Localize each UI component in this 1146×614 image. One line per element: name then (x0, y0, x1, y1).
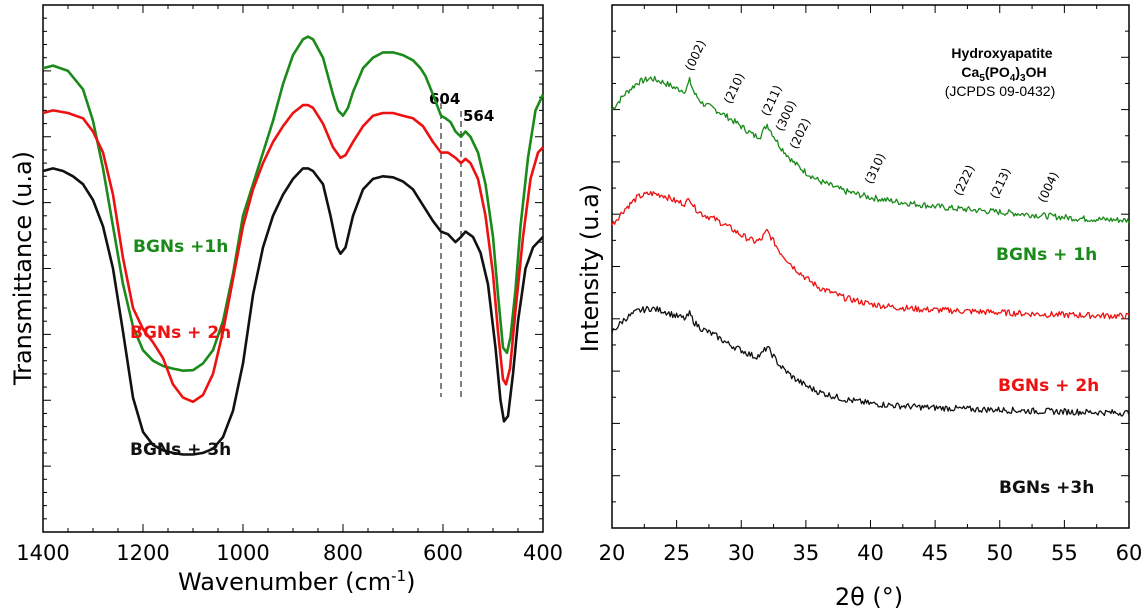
xrd-x-tick-label: 20 (599, 541, 626, 565)
ftir-ticks (42, 4, 544, 533)
ftir-series-line (42, 103, 544, 404)
xrd-label-3h: BGNs +3h (999, 478, 1094, 498)
ftir-y-axis-label: Transmittance (u.a) (9, 151, 37, 386)
xrd-x-tick-label: 45 (922, 541, 949, 565)
xrd-peak-label: (004) (1035, 170, 1061, 205)
xrd-series-line (611, 305, 1130, 417)
xrd-peak-label: (222) (951, 163, 977, 198)
reference-phase-name: Hydroxyapatite (951, 45, 1052, 61)
ftir-x-tick-label: 1400 (16, 541, 69, 565)
xrd-peak-labels: (002)(210) (211)(300)(202)(310) (222) (213)… (682, 38, 1061, 205)
ftir-label-1h: BGNs +1h (133, 237, 228, 257)
ftir-series-line (42, 167, 544, 456)
xrd-peak-label: (002) (682, 38, 708, 73)
xrd-series (611, 75, 1130, 417)
xrd-label-1h: BGNs + 1h (996, 245, 1097, 265)
ftir-tick-labels: 1400 1200 1000 800 600 400 (16, 541, 563, 565)
xrd-panel: (002)(210) (211)(300)(202)(310) (222) (213)… (576, 4, 1143, 611)
ftir-x-tick-label: 400 (523, 541, 563, 565)
xrd-x-tick-label: 50 (986, 541, 1013, 565)
xrd-x-axis-label: 2θ (°) (835, 583, 903, 611)
ftir-series (42, 35, 545, 456)
xrd-peak-label: (210) (721, 71, 747, 106)
xrd-series-line (611, 190, 1130, 320)
ftir-x-tick-label: 1000 (216, 541, 269, 565)
reference-card: (JCPDS 09-0432) (945, 83, 1056, 99)
xrd-ticks (611, 4, 1130, 529)
reference-formula: Ca5(PO4)3OH (961, 64, 1046, 84)
ftir-x-tick-label: 600 (423, 541, 463, 565)
xrd-x-tick-label: 55 (1051, 541, 1078, 565)
ftir-label-3h: BGNs + 3h (130, 440, 231, 460)
xrd-x-tick-label: 25 (663, 541, 690, 565)
xrd-peak-label: (213) (987, 166, 1013, 201)
xrd-x-tick-label: 40 (857, 541, 884, 565)
xrd-x-tick-label: 60 (1116, 541, 1143, 565)
xrd-series-line (611, 75, 1130, 224)
ftir-x-axis-label: Wavenumber (cm-1) (178, 567, 415, 596)
xrd-x-tick-label: 30 (728, 541, 755, 565)
xrd-x-tick-label: 35 (793, 541, 820, 565)
xrd-peak-label: (310) (862, 151, 888, 186)
ftir-x-tick-label: 1200 (116, 541, 169, 565)
xrd-y-axis-label: Intensity (u.a) (576, 184, 604, 352)
ftir-x-tick-label: 800 (323, 541, 363, 565)
xrd-tick-labels: 20 25 30 35 40 45 50 55 60 (599, 541, 1143, 565)
ftir-series-line (42, 35, 545, 372)
ftir-plot-frame (42, 4, 544, 533)
xrd-label-2h: BGNs + 2h (998, 376, 1099, 396)
ftir-label-2h: BGNs + 2h (130, 323, 231, 343)
ftir-reference-label: 564 (463, 107, 494, 125)
